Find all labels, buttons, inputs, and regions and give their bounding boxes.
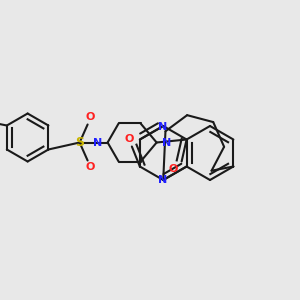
Text: O: O [169, 164, 178, 175]
Text: S: S [75, 136, 84, 149]
Text: N: N [93, 137, 102, 148]
Text: N: N [162, 137, 171, 148]
Text: N: N [158, 122, 167, 132]
Text: O: O [86, 163, 95, 172]
Text: N: N [158, 175, 167, 185]
Text: O: O [86, 112, 95, 122]
Text: O: O [124, 134, 134, 143]
